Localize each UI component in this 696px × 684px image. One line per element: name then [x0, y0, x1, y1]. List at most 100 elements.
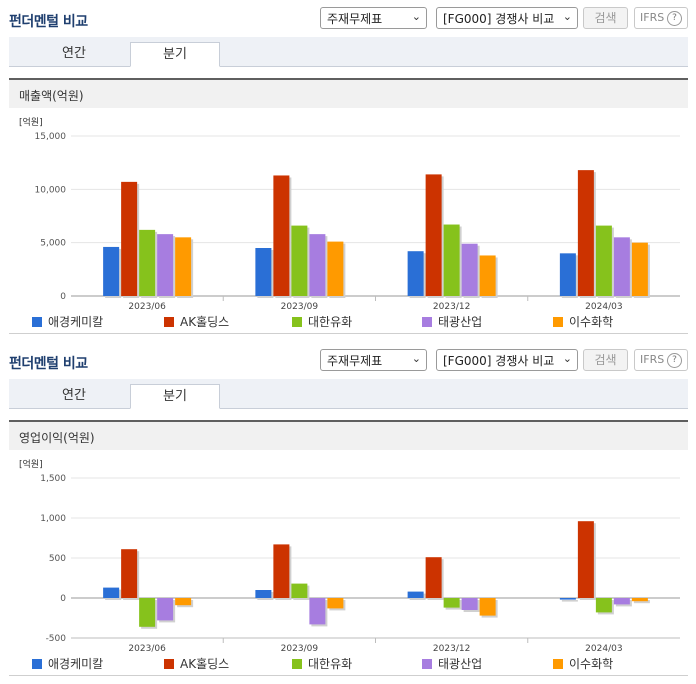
ifrs-help-button[interactable]: IFRS ? [634, 7, 688, 29]
y-tick-label: 500 [49, 554, 66, 564]
bar [559, 598, 576, 600]
legend-label: 태광산업 [438, 315, 483, 329]
legend-swatch-icon [164, 317, 174, 327]
bar [273, 544, 290, 598]
bar [479, 255, 496, 296]
tab-quarterly[interactable]: 분기 [130, 384, 220, 409]
bar [425, 174, 442, 296]
period-tabs: 연간 분기 [9, 37, 688, 67]
chart-legend: 애경케미칼 AK홀딩스 대한유화 태광산업 이수화학 [9, 311, 688, 334]
legend-label: 태광산업 [438, 657, 483, 671]
tab-quarterly[interactable]: 분기 [130, 42, 220, 67]
bar [255, 590, 272, 598]
legend-swatch-icon [292, 317, 302, 327]
legend-item[interactable]: 애경케미칼 [32, 313, 103, 330]
legend-item[interactable]: 대한유화 [292, 313, 352, 330]
legend-swatch-icon [32, 317, 42, 327]
y-tick-label: 0 [60, 292, 66, 302]
section-header: 영업이익(억원) [9, 420, 688, 450]
bar [631, 242, 648, 296]
x-tick-label: 2023/09 [281, 302, 319, 312]
y-tick-label: 0 [60, 594, 66, 604]
search-button[interactable]: 검색 [583, 7, 628, 29]
legend-swatch-icon [32, 659, 42, 669]
revenue-chart: [억원] 15,000 10,000 5,000 0 2023/06 2023/09 2023… [9, 108, 688, 313]
legend-swatch-icon [422, 317, 432, 327]
bar [121, 549, 138, 598]
legend-swatch-icon [292, 659, 302, 669]
bar [291, 225, 308, 296]
section-title: 영업이익(억원) [19, 431, 95, 445]
legend-item[interactable]: 이수화학 [553, 313, 613, 330]
bar [443, 598, 460, 608]
section-header: 매출액(억원) [9, 78, 688, 108]
legend-item[interactable]: AK홀딩스 [164, 655, 229, 672]
legend-swatch-icon [553, 317, 563, 327]
panel-title: 펀더멘털 비교 [9, 356, 88, 372]
legend-item[interactable]: 대한유화 [292, 655, 352, 672]
chevron-down-icon: ⌄ [411, 352, 421, 365]
legend-label: 애경케미칼 [48, 315, 104, 329]
bar [157, 234, 174, 296]
bar [175, 237, 192, 296]
ifrs-help-button[interactable]: IFRS ? [634, 349, 688, 371]
search-button[interactable]: 검색 [583, 349, 628, 371]
help-icon: ? [667, 11, 682, 26]
bar [631, 598, 648, 602]
legend-item[interactable]: 태광산업 [422, 655, 482, 672]
bar [103, 587, 120, 598]
bar [595, 225, 612, 296]
x-tick-label: 2023/12 [433, 302, 470, 312]
y-tick-label: 10,000 [35, 185, 67, 195]
statement-select[interactable]: 주재무제표 ⌄ [320, 7, 427, 29]
unit-label: [억원] [19, 116, 43, 128]
x-tick-label: 2024/03 [585, 644, 622, 654]
bar [139, 598, 156, 627]
bar [103, 246, 120, 296]
bar [327, 598, 344, 609]
group-select[interactable]: [FG000] 경쟁사 비교 ⌄ [436, 7, 578, 29]
tab-annual[interactable]: 연간 [62, 46, 86, 61]
revenue-chart-svg: [억원] 15,000 10,000 5,000 0 2023/06 2023/09 2023… [19, 116, 680, 312]
bar [407, 591, 424, 598]
bar [461, 243, 478, 296]
panel-header: 펀더멘털 비교 주재무제표 ⌄ [FG000] 경쟁사 비교 ⌄ 검색 IFRS… [0, 342, 696, 372]
tab-annual[interactable]: 연간 [62, 388, 86, 403]
legend-label: AK홀딩스 [180, 315, 230, 329]
operating-profit-chart: [억원] 1,500 1,000 500 0 -500 2023/06 2023/09 2023… [9, 450, 688, 655]
bar [425, 557, 442, 598]
y-tick-label: 1,500 [40, 474, 66, 484]
fundamental-panel-operating-profit: 펀더멘털 비교 주재무제표 ⌄ [FG000] 경쟁사 비교 ⌄ 검색 IFRS… [0, 342, 696, 684]
legend-label: AK홀딩스 [180, 657, 230, 671]
legend-label: 대한유화 [308, 315, 353, 329]
bar [291, 583, 308, 598]
statement-select[interactable]: 주재무제표 ⌄ [320, 349, 427, 371]
x-tick-label: 2023/06 [128, 302, 166, 312]
bar [407, 251, 424, 296]
bar [139, 229, 156, 296]
y-tick-label: -500 [46, 634, 67, 644]
bar [613, 237, 630, 296]
fundamental-panel-revenue: 펀더멘털 비교 주재무제표 ⌄ [FG000] 경쟁사 비교 ⌄ 검색 IFRS… [0, 0, 696, 334]
legend-label: 대한유화 [308, 657, 353, 671]
ifrs-label: IFRS [640, 353, 665, 366]
bar [559, 253, 576, 296]
group-select[interactable]: [FG000] 경쟁사 비교 ⌄ [436, 349, 578, 371]
bar [577, 521, 594, 598]
bar [577, 170, 594, 296]
chart-legend: 애경케미칼 AK홀딩스 대한유화 태광산업 이수화학 [9, 653, 688, 676]
legend-item[interactable]: 애경케미칼 [32, 655, 103, 672]
legend-item[interactable]: AK홀딩스 [164, 313, 229, 330]
bar [175, 598, 192, 606]
bar [273, 175, 290, 296]
bar-shadow [561, 600, 578, 602]
chevron-down-icon: ⌄ [411, 10, 421, 23]
x-tick-label: 2023/12 [433, 644, 470, 654]
legend-item[interactable]: 이수화학 [553, 655, 613, 672]
bar [595, 598, 612, 613]
unit-label: [억원] [19, 458, 43, 470]
bar [443, 224, 460, 296]
group-select-value: [FG000] 경쟁사 비교 [443, 12, 555, 26]
panel-header: 펀더멘털 비교 주재무제표 ⌄ [FG000] 경쟁사 비교 ⌄ 검색 IFRS… [0, 0, 696, 30]
legend-item[interactable]: 태광산업 [422, 313, 482, 330]
